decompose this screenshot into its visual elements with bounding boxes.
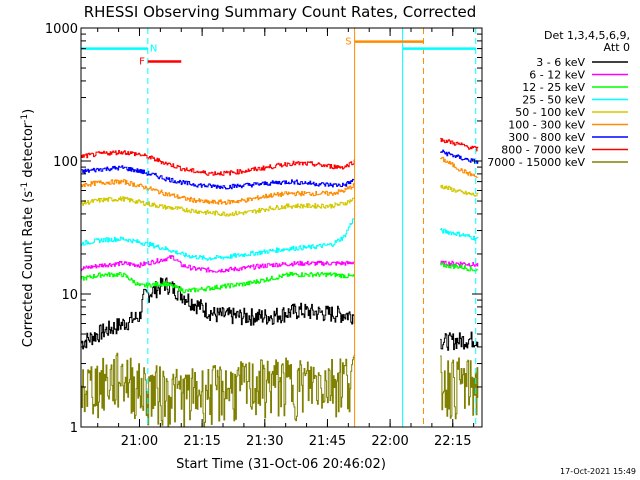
series-3-6-kev-segment-1 [81,277,355,350]
series-7000-15000-kev-segment-2 [440,355,479,420]
x-tick-label-2200: 22:00 [371,434,408,449]
flag-label-S: S [345,37,351,48]
y-tick-label-1000: 1000 [45,22,78,37]
series-25-50-kev-segment-2 [440,228,479,241]
x-tick-label-2100: 21:00 [121,434,158,449]
legend-label-100-300-kev: 100 - 300 keV [508,119,585,132]
series-100-300-kev-segment-2 [440,156,479,178]
series-800-7000-kev-segment-2 [440,137,479,152]
y-axis-label-part-1: Corrected Count Rate (s [21,191,36,348]
x-tick-label-2115: 21:15 [183,434,220,449]
y-axis-label: Corrected Count Rate (s-1 detector-1) [20,109,36,347]
legend-label-50-100-kev: 50 - 100 keV [515,106,585,119]
y-axis-label-part-3: ) [21,109,36,114]
x-tick-label-2130: 21:30 [246,434,283,449]
legend-label-12-25-kev: 12 - 25 keV [522,81,585,94]
flag-label-F: F [139,56,145,67]
x-axis-label: Start Time (31-Oct-06 20:46:02) [176,457,386,472]
series-7000-15000-kev-segment-1 [81,352,355,428]
chart-title: RHESSI Observing Summary Count Rates, Co… [84,3,477,21]
legend-label-3-6-kev: 3 - 6 keV [536,56,585,69]
series-50-100-kev-segment-1 [81,196,355,217]
legend-label-300-800-kev: 300 - 800 keV [508,131,585,144]
flag-label-N: N [150,44,157,55]
legend-label-800-7000-kev: 800 - 7000 keV [501,144,585,157]
y-tick-label-100: 100 [53,155,78,170]
series-100-300-kev-segment-1 [81,179,355,205]
legend-label-7000-15000-kev: 7000 - 15000 keV [487,156,585,169]
series-6-12-kev-segment-1 [81,255,355,273]
series-12-25-kev-segment-2 [440,262,479,272]
series-12-25-kev-segment-1 [81,271,355,294]
y-axis-label-part-2: detector [21,122,36,182]
x-tick-label-2215: 22:15 [434,434,471,449]
series-25-50-kev-segment-1 [81,218,355,261]
legend-label-6-12-kev: 6 - 12 keV [529,69,585,82]
legend-title-line-1: Det 1,3,4,5,6,9, [544,29,630,42]
series-50-100-kev-segment-2 [440,184,479,197]
series-6-12-kev-segment-2 [440,260,479,267]
legend-title-line-2: Att 0 [604,41,630,54]
axes: 21:00 21:15 21:30 21:45 22:00 22:15 1 10 100 1000 [45,22,482,449]
series-300-800-kev-segment-2 [440,149,479,164]
y-tick-label-1: 1 [70,421,78,436]
series-3-6-kev-segment-2 [440,331,479,351]
series-800-7000-kev-segment-1 [81,150,355,176]
y-axis-label-sup-2: -1 [20,114,30,123]
footer-date: 17-Oct-2021 15:49 [560,467,636,476]
plot-area: NF S [81,28,479,428]
legend-label-25-50-kev: 25 - 50 keV [522,94,585,107]
x-tick-label-2145: 21:45 [309,434,346,449]
plot-frame [80,27,483,428]
series-300-800-kev-segment-1 [81,165,355,190]
y-tick-label-10: 10 [61,288,78,303]
y-axis-label-sup-1: -1 [20,182,30,191]
